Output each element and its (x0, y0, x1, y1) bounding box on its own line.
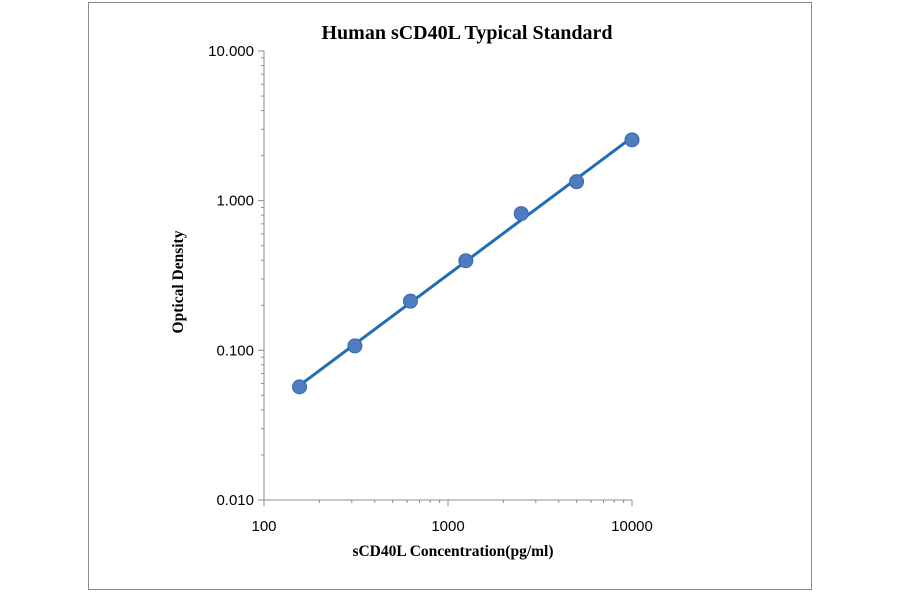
data-point (624, 132, 640, 148)
y-tick-label: 0.100 (216, 342, 254, 359)
data-point (292, 379, 308, 395)
y-tick-label: 0.010 (216, 492, 254, 509)
chart-frame: Human sCD40L Typical Standard sCD40L Con… (88, 2, 812, 590)
x-tick-label: 100 (251, 518, 276, 535)
axes: 0.010 0.100 1.000 10.000 100 1000 10000 (208, 43, 653, 535)
chart-title: Human sCD40L Typical Standard (321, 22, 612, 44)
y-tick-label: 10.000 (208, 43, 254, 60)
data-point (513, 206, 529, 222)
data-points (292, 132, 640, 395)
x-axis-title: sCD40L Concentration(pg/ml) (352, 543, 553, 560)
y-axis-title: Optical Density (170, 230, 187, 333)
x-tick-label: 1000 (431, 518, 464, 535)
chart-svg: Human sCD40L Typical Standard sCD40L Con… (170, 22, 653, 560)
data-point (402, 293, 418, 309)
x-tick-label: 10000 (611, 518, 653, 535)
data-point (569, 174, 585, 190)
y-tick-label: 1.000 (216, 193, 254, 210)
data-point (347, 338, 363, 354)
data-point (458, 253, 474, 269)
